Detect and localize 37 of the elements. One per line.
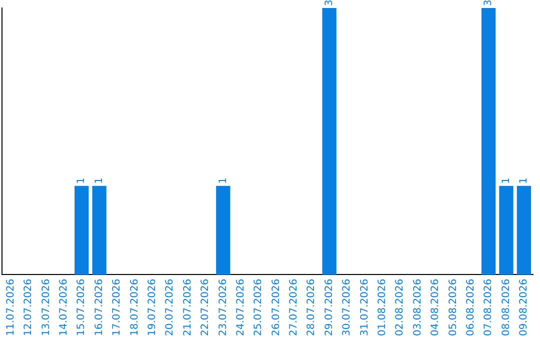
x-tick-label: 22.07.2026 — [200, 278, 212, 336]
x-tick-label: 01.08.2026 — [376, 278, 388, 336]
x-tick-label: 25.07.2026 — [253, 278, 264, 336]
x-tick-label: 16.07.2026 — [94, 278, 105, 336]
x-tick-label: 03.08.2026 — [412, 278, 424, 336]
x-tick-label: 06.08.2026 — [465, 278, 476, 336]
x-tick-label: 19.07.2026 — [146, 278, 158, 336]
x-tick-label: 09.08.2026 — [518, 278, 530, 336]
x-tick-label: 28.07.2026 — [306, 278, 318, 336]
x-tick-label: 26.07.2026 — [270, 278, 282, 336]
x-tick-label: 15.07.2026 — [76, 278, 88, 336]
x-tick-label: 27.07.2026 — [288, 278, 300, 336]
x-tick-label: 04.08.2026 — [430, 278, 442, 336]
x-tick-label: 14.07.2026 — [58, 278, 70, 336]
x-tick-label: 30.07.2026 — [342, 278, 353, 336]
x-tick-label: 18.07.2026 — [129, 278, 140, 336]
data-label: 1 — [94, 177, 105, 184]
x-tick-label: 11.07.2026 — [5, 278, 16, 336]
x-tick-label: 13.07.2026 — [40, 278, 52, 336]
x-tick-label: 31.07.2026 — [359, 278, 370, 336]
data-label: 1 — [518, 177, 530, 184]
x-tick-label: 12.07.2026 — [23, 278, 34, 336]
x-tick-label: 29.07.2026 — [324, 278, 335, 336]
x-tick-label: 08.08.2026 — [500, 278, 512, 336]
x-tick-label: 02.08.2026 — [394, 278, 406, 336]
x-tick-label: 23.07.2026 — [218, 278, 229, 336]
data-label: 3 — [324, 0, 335, 6]
x-tick-label: 20.07.2026 — [164, 278, 176, 336]
x-tick-label: 05.08.2026 — [448, 278, 459, 336]
data-label: 1 — [500, 177, 512, 184]
x-tick-label: 17.07.2026 — [112, 278, 123, 336]
data-label: 1 — [218, 177, 229, 184]
x-tick-label: 21.07.2026 — [182, 278, 194, 336]
data-label: 3 — [483, 0, 494, 6]
x-tick-label: 07.08.2026 — [483, 278, 494, 336]
data-label: 1 — [76, 177, 88, 184]
x-tick-label: 24.07.2026 — [235, 278, 246, 336]
